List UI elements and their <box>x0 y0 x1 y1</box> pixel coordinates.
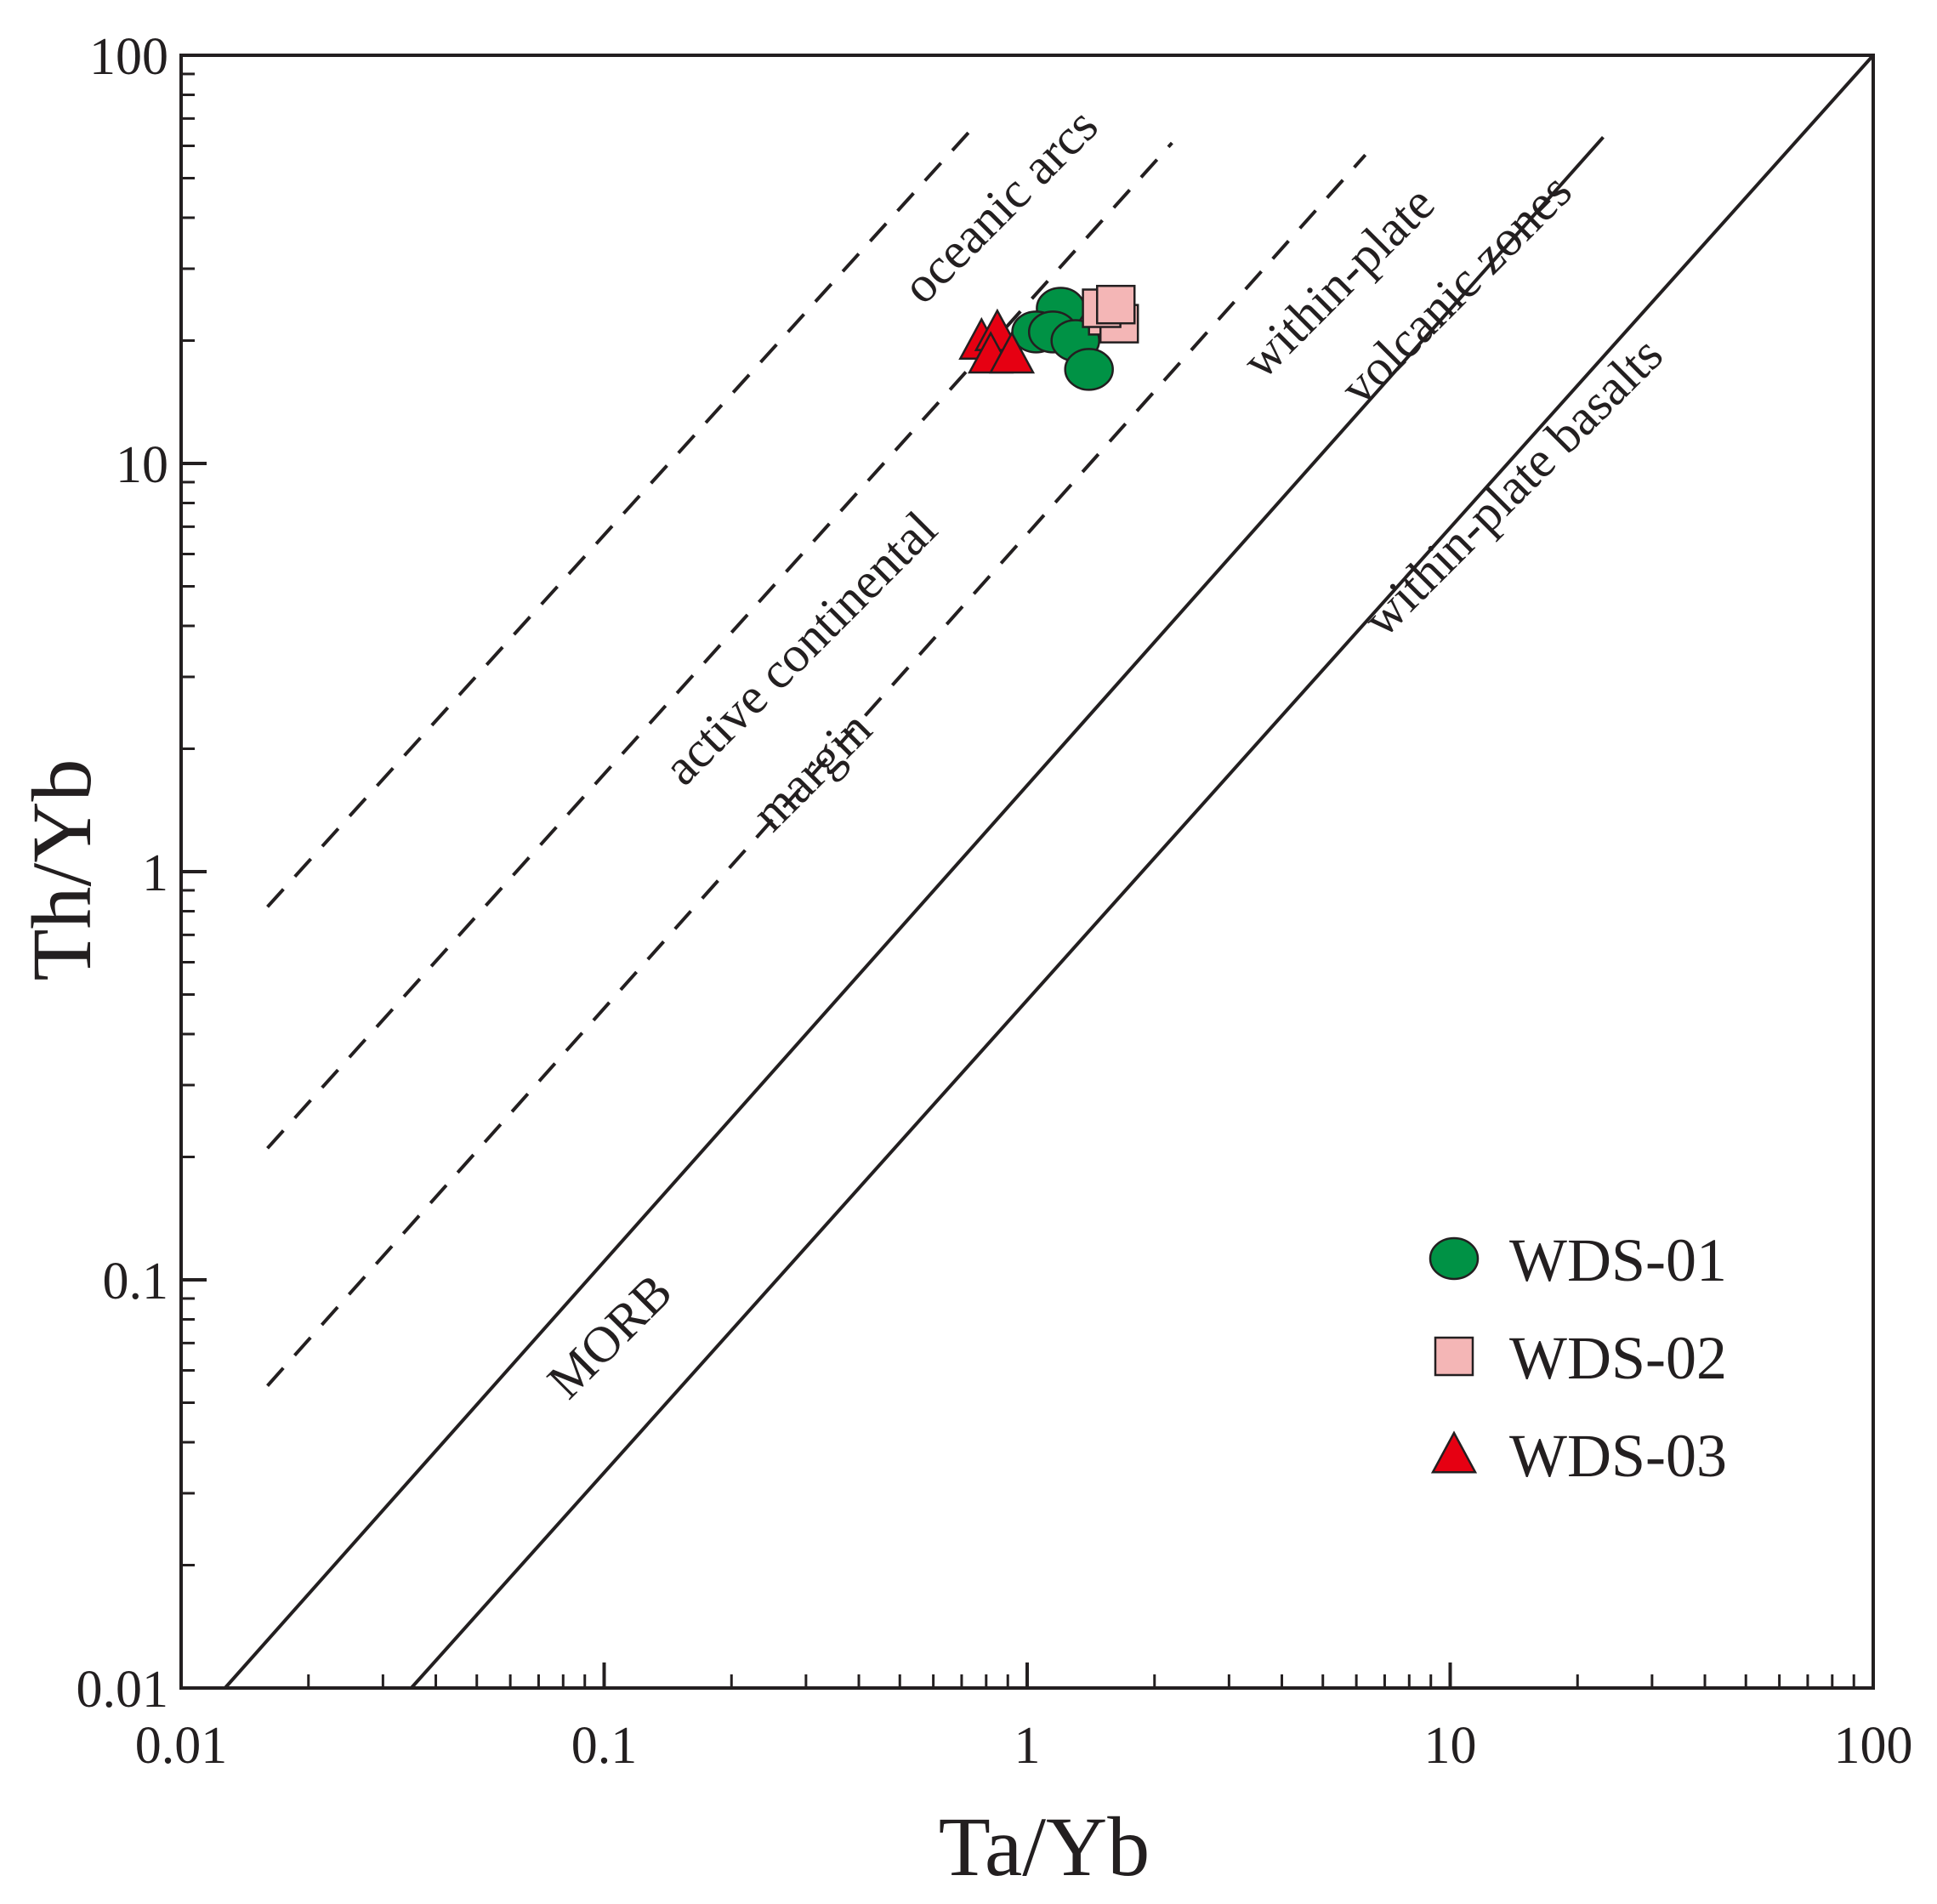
boundary-lines <box>224 54 1875 1690</box>
legend-marker-wds-03 <box>1430 1430 1478 1474</box>
boundary-line-dashed-1 <box>266 130 971 908</box>
legend-marker-wds-01 <box>1429 1236 1480 1281</box>
boundary-line-dashed-2 <box>266 141 1173 1150</box>
x-tick-label: 100 <box>1834 1717 1913 1775</box>
data-points <box>958 284 1139 391</box>
data-point-wds-01 <box>1064 348 1114 391</box>
x-tick-label: 10 <box>1424 1717 1477 1775</box>
legend-label: WDS-03 <box>1509 1422 1727 1490</box>
boundary-line-solid-2 <box>410 54 1875 1690</box>
x-axis-title: Ta/Yb <box>939 1799 1150 1894</box>
y-axis-ticks: 0.01 0.1 1 10 100 <box>77 28 207 1719</box>
boundary-line-solid-1 <box>224 135 1605 1690</box>
data-point-wds-02 <box>1095 284 1136 325</box>
y-tick-label: 0.1 <box>103 1253 169 1310</box>
legend-marker-wds-02 <box>1434 1336 1474 1377</box>
y-axis-title: Th/Yb <box>14 759 109 980</box>
legend-label: WDS-01 <box>1509 1226 1727 1294</box>
y-tick-label: 1 <box>142 844 168 902</box>
x-axis-ticks: 0.01 0.1 1 10 100 <box>135 1662 1913 1775</box>
y-tick-label: 100 <box>89 28 168 86</box>
legend-label: WDS-02 <box>1509 1324 1727 1392</box>
data-point-wds-03 <box>988 331 1036 374</box>
x-tick-label: 1 <box>1014 1717 1041 1775</box>
x-tick-label: 0.01 <box>135 1717 228 1775</box>
boundary-line-dashed-3 <box>266 153 1367 1387</box>
y-tick-label: 0.01 <box>77 1661 169 1719</box>
y-tick-label: 10 <box>116 436 168 494</box>
x-tick-label: 0.1 <box>571 1717 638 1775</box>
legend: WDS-01 WDS-02 WDS-03 <box>1429 1226 1727 1490</box>
